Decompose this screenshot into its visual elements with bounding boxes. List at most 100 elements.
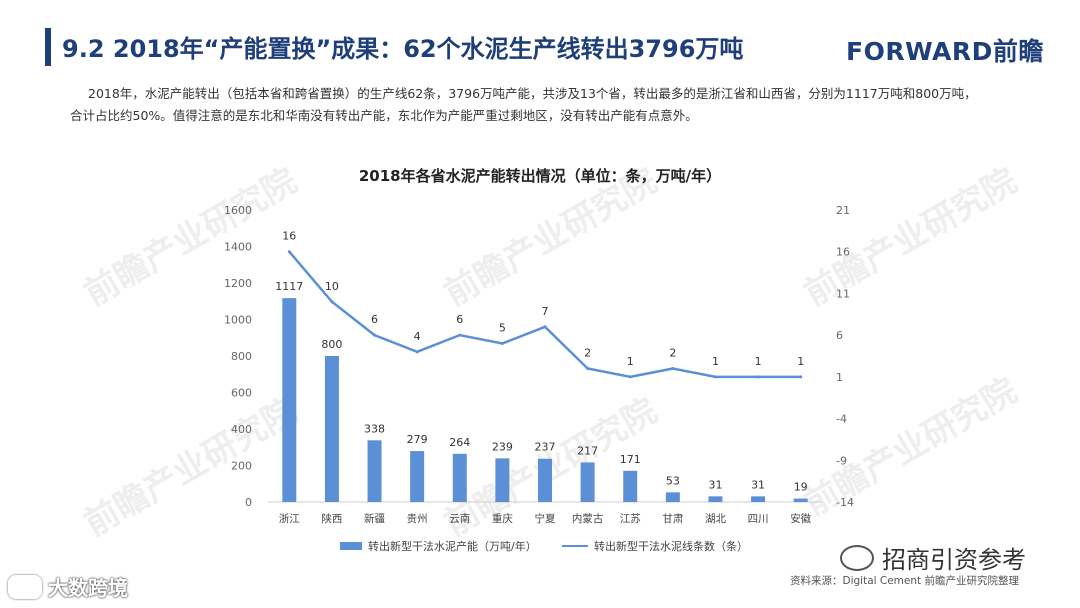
x-tick-label: 新疆 [364,512,385,525]
bar-value-label: 239 [492,440,513,453]
bar-贵州 [410,451,425,502]
bar-value-label: 1117 [275,280,303,293]
line-point-内蒙古 [586,367,590,371]
bar-value-label: 800 [321,338,342,351]
line-value-label: 10 [325,280,339,293]
bar-陕西 [324,356,339,502]
legend-bar-label: 转出新型干法水泥产能（万吨/年） [368,540,537,553]
slide-title: 9.2 2018年“产能置换”成果：62个水泥生产线转出3796万吨 [62,35,744,63]
line-point-云南 [458,333,462,337]
x-tick-label: 四川 [748,513,769,525]
x-tick-label: 浙江 [279,513,300,525]
line-point-浙江 [287,250,291,254]
legend-line-swatch [562,545,588,547]
bar-云南 [452,453,467,502]
wechat-icon [840,544,874,571]
line-point-四川 [756,375,760,379]
x-tick-label: 内蒙古 [572,512,604,525]
x-tick-label: 宁夏 [535,512,556,525]
y-right-tick-label: 1 [836,371,843,384]
x-tick-label: 重庆 [492,512,513,525]
y-left-tick-label: 1400 [224,241,252,254]
bar-value-label: 264 [449,436,470,449]
bar-新疆 [367,440,382,502]
y-left-tick-label: 1000 [224,314,252,327]
legend-line: 转出新型干法水泥线条数（条） [562,538,748,554]
y-left-tick-label: 1600 [224,204,252,217]
line-value-label: 7 [542,305,549,318]
line-point-湖北 [713,375,717,379]
bar-内蒙古 [580,462,595,502]
y-right-tick-label: -4 [836,413,847,426]
x-tick-label: 甘肃 [662,512,683,525]
y-right-tick-label: 6 [836,329,843,342]
bar-江苏 [623,470,638,502]
title-accent-bar [45,28,51,66]
bar-value-label: 217 [577,444,598,457]
line-point-安徽 [799,375,803,379]
line-value-label: 6 [456,313,463,326]
line-value-label: 1 [797,355,804,368]
bar-value-label: 19 [794,481,808,494]
wechat-account-name: 招商引资参考 [882,546,1026,574]
wechat-account: 招商引资参考 [840,540,1026,575]
brand-logo: FORWARD前瞻 [846,37,1044,66]
bar-重庆 [495,458,510,502]
bar-宁夏 [538,458,552,502]
line-value-label: 1 [712,355,719,368]
bar-value-label: 53 [666,474,680,487]
line-point-甘肃 [671,367,675,371]
y-right-tick-label: -14 [836,496,854,509]
bar-value-label: 31 [708,478,722,491]
x-tick-label: 云南 [449,512,470,525]
bar-安徽 [793,498,808,502]
line-value-label: 5 [499,321,506,334]
source-note: 资料来源：Digital Cement 前瞻产业研究院整理 [790,575,1019,587]
line-point-新疆 [373,333,377,337]
bar-value-label: 31 [751,478,765,491]
line-value-label: 16 [282,230,296,243]
x-tick-label: 湖北 [705,513,726,525]
line-point-宁夏 [543,325,547,329]
bar-value-label: 171 [620,453,641,466]
corner-logo: 大数跨境 [8,572,128,601]
y-left-tick-label: 400 [231,423,252,436]
bar-浙江 [282,298,297,502]
line-value-label: 2 [669,347,676,360]
corner-logo-icon [8,574,42,599]
line-value-label: 1 [755,355,762,368]
line-value-label: 2 [584,347,591,360]
x-tick-label: 陕西 [321,512,342,525]
line-point-陕西 [330,300,334,304]
y-right-tick-label: 11 [836,287,850,300]
bar-value-label: 279 [407,433,428,446]
y-left-tick-label: 0 [245,496,252,509]
chart-title: 2018年各省水泥产能转出情况（单位：条，万吨/年） [358,167,722,185]
y-right-tick-label: -9 [836,454,847,467]
legend-line-label: 转出新型干法水泥线条数（条） [594,540,748,553]
bar-四川 [751,496,766,502]
legend-bar-swatch [340,542,362,550]
y-right-tick-label: 16 [836,246,850,259]
intro-paragraph-line1: 2018年，水泥产能转出（包括本省和跨省置换）的生产线62条，3796万吨产能，… [88,86,977,101]
bar-value-label: 338 [364,422,385,435]
line-point-重庆 [500,341,504,345]
y-left-tick-label: 800 [231,350,252,363]
bar-湖北 [708,496,723,502]
intro-paragraph-line2: 合计占比约50%。值得注意的是东北和华南没有转出产能，东北作为产能严重过剩地区，… [70,108,698,123]
legend-bar: 转出新型干法水泥产能（万吨/年） [340,538,537,554]
y-right-tick-label: 21 [836,204,850,217]
bar-value-label: 237 [535,441,556,454]
y-left-tick-label: 600 [231,387,252,400]
x-tick-label: 江苏 [620,512,641,525]
line-point-贵州 [415,350,419,354]
y-left-tick-label: 200 [231,460,252,473]
x-tick-label: 安徽 [790,512,811,525]
line-value-label: 6 [371,313,378,326]
x-tick-label: 贵州 [407,512,428,525]
line-value-label: 4 [414,330,421,343]
bar-甘肃 [665,492,680,502]
line-value-label: 1 [627,355,634,368]
y-left-tick-label: 1200 [224,277,252,290]
